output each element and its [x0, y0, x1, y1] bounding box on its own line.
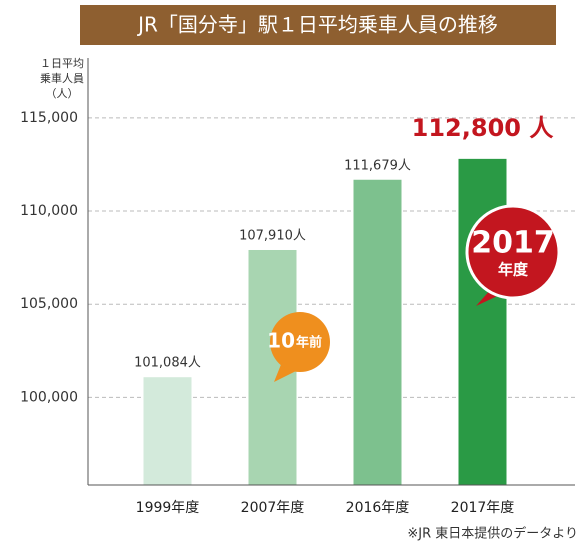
chart-title: JR「国分寺」駅１日平均乗車人員の推移 — [136, 13, 498, 37]
y-tick-label: 110,000 — [20, 203, 78, 219]
callout — [270, 312, 330, 372]
source: ※JR 東日本提供のデータより — [407, 526, 578, 542]
y-axis-label: （人） — [46, 87, 79, 100]
x-tick-label: 2007年度 — [241, 500, 305, 516]
callout — [465, 204, 561, 300]
value-label: 107,910人 — [239, 228, 306, 243]
bar — [353, 179, 402, 485]
y-axis-label: 乗車人員 — [40, 71, 84, 85]
value-label: 101,084人 — [134, 356, 201, 371]
value-label: 112,800 人 — [412, 114, 554, 142]
value-label: 111,679人 — [344, 158, 411, 173]
y-axis-label: １日平均 — [40, 57, 84, 70]
callout-big: 10 — [267, 329, 295, 353]
callout-big: 2017 — [471, 226, 555, 261]
y-tick-label: 105,000 — [20, 296, 78, 312]
x-tick-label: 2016年度 — [346, 500, 410, 516]
x-tick-label: 2017年度 — [451, 500, 515, 516]
y-tick-label: 115,000 — [20, 110, 78, 126]
bar — [143, 377, 192, 485]
x-tick-label: 1999年度 — [136, 500, 200, 516]
title-bar — [80, 5, 556, 45]
callout-small: 年度 — [498, 261, 529, 279]
callout-small: 年前 — [296, 335, 322, 351]
y-tick-label: 100,000 — [20, 389, 78, 405]
